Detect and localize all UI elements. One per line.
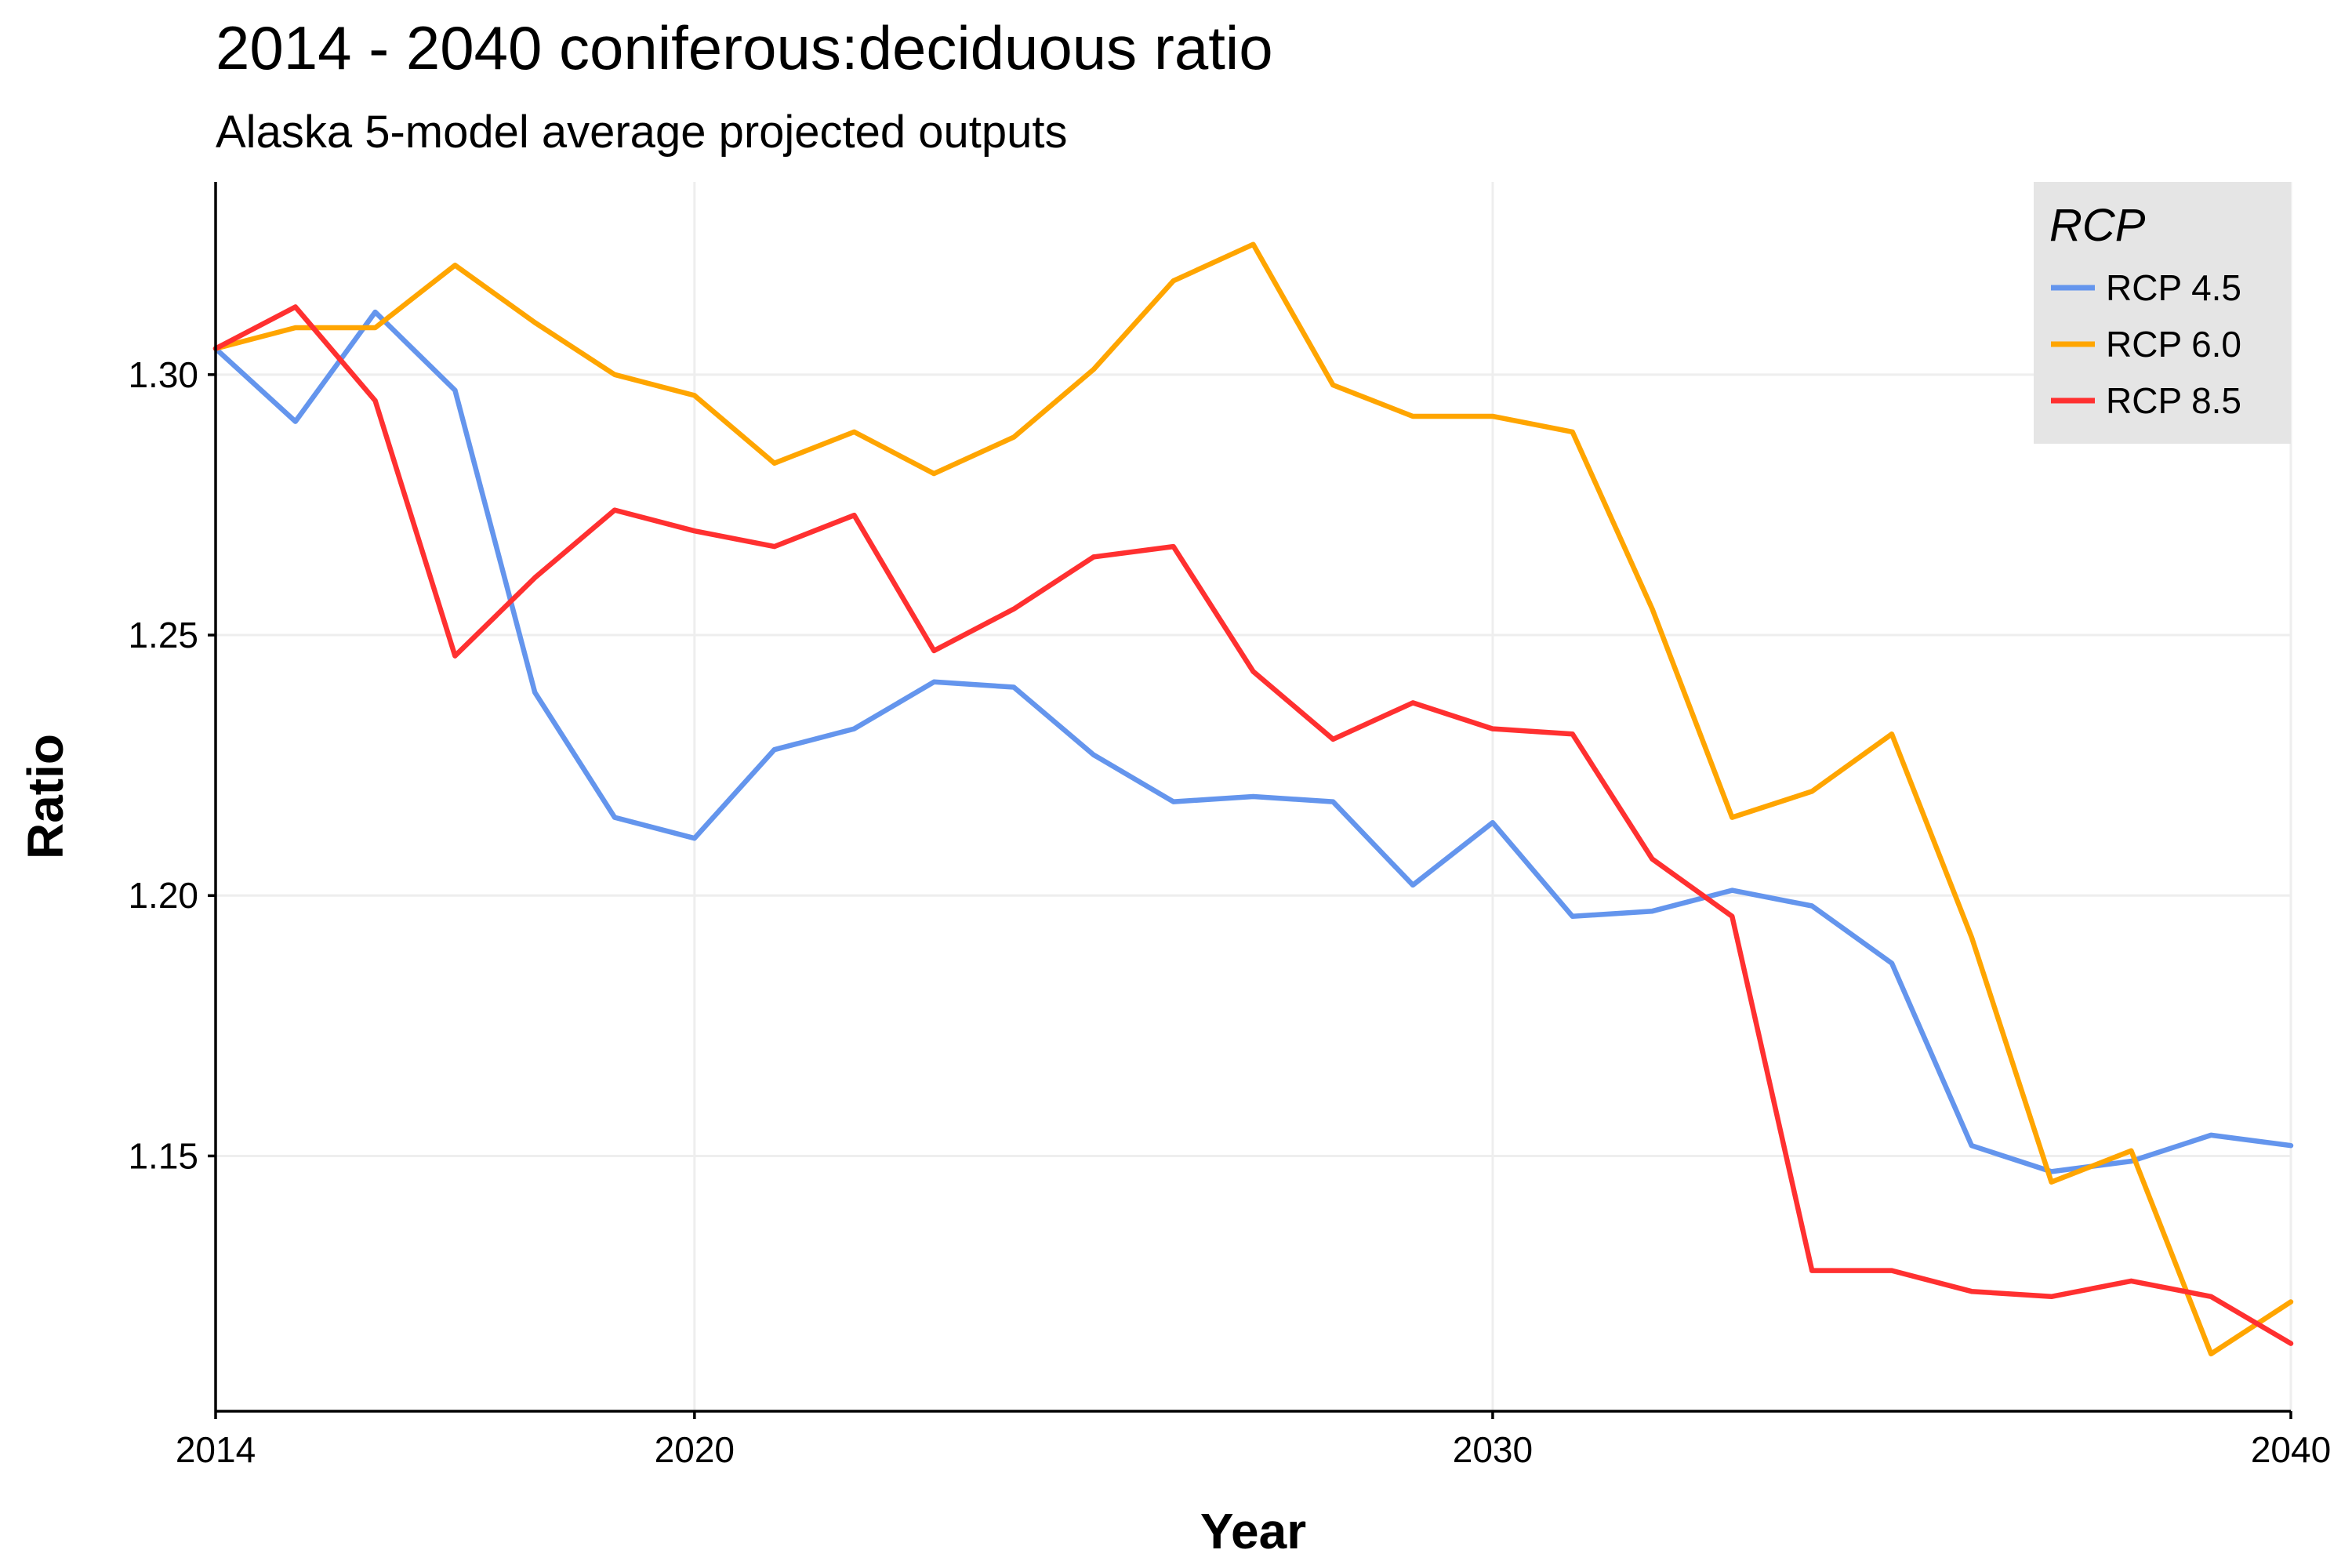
tick-labels: 2014 2020 2030 2040 1.15 1.20 1.25 1.30 [128,354,2331,1470]
y-tick-label: 1.15 [128,1135,198,1176]
y-tick-label: 1.20 [128,875,198,916]
legend-label: RCP 8.5 [2106,380,2241,421]
x-axis-title: Year [1200,1503,1306,1559]
y-tick-label: 1.25 [128,615,198,655]
chart-subtitle: Alaska 5-model average projected outputs [216,107,1068,158]
series-line-rcp-8-5 [212,304,2294,1346]
x-tick-label: 2040 [2251,1429,2331,1470]
legend-label: RCP 6.0 [2106,324,2241,365]
series-line-rcp-4-5 [212,309,2294,1174]
y-tick-label: 1.30 [128,354,198,395]
legend-items: RCP 4.5 RCP 6.0 RCP 8.5 [2051,267,2241,421]
x-tick-label: 2030 [1453,1429,1533,1470]
y-axis-title: Ratio [17,734,74,859]
x-tick-label: 2014 [176,1429,256,1470]
legend: RCP RCP 4.5 RCP 6.0 RCP 8.5 [2034,182,2291,444]
legend-title: RCP [2049,200,2146,251]
x-tick-label: 2020 [655,1429,735,1470]
series-line-rcp-6-0 [212,241,2294,1357]
chart-title: 2014 - 2040 coniferous:deciduous ratio [216,13,1273,82]
series-lines [212,241,2294,1357]
legend-label: RCP 4.5 [2106,267,2241,308]
